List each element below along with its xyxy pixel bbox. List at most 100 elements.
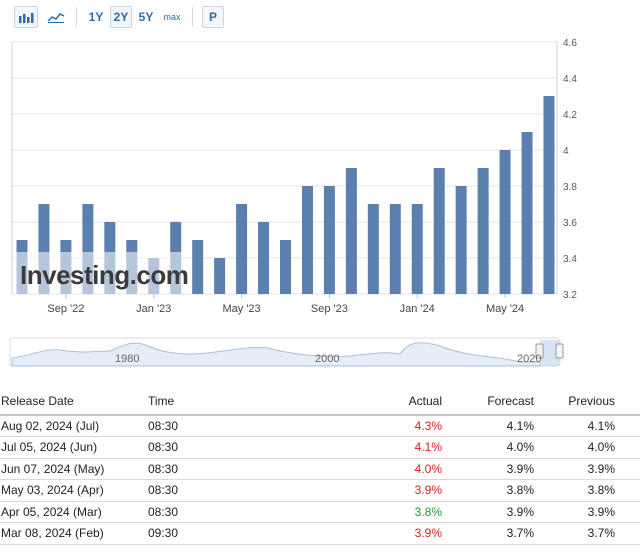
- table-row: Mar 08, 2024 (Feb) 09:30 3.9% 3.7% 3.7%: [0, 522, 640, 545]
- previous-cell: 4.1%: [534, 415, 640, 437]
- previous-cell: 4.0%: [534, 436, 640, 459]
- release-date-cell: May 03, 2024 (Apr): [0, 479, 148, 502]
- release-date-cell: Apr 05, 2024 (Mar): [0, 501, 148, 523]
- toolbar-divider: [192, 7, 193, 27]
- y-tick-label: 3.8: [563, 182, 577, 193]
- bar-chart-icon: [19, 13, 34, 23]
- bar[interactable]: [477, 168, 489, 294]
- bar[interactable]: [433, 168, 445, 294]
- forecast-cell: 4.0%: [442, 436, 534, 459]
- previous-cell: 3.7%: [534, 522, 640, 545]
- y-tick-label: 3.4: [563, 254, 577, 265]
- range-max-button[interactable]: max: [163, 12, 181, 22]
- navigator-label-2000: 2000: [315, 353, 339, 365]
- header-time[interactable]: Time: [148, 388, 258, 416]
- watermark-text: Investing.com: [20, 260, 188, 290]
- bar[interactable]: [455, 186, 467, 294]
- forecast-cell: 3.8%: [442, 479, 534, 502]
- table-row: Jun 07, 2024 (May) 08:30 4.0% 3.9% 3.9%: [0, 458, 640, 480]
- y-tick-label: 3.2: [563, 290, 577, 301]
- bar[interactable]: [192, 240, 204, 294]
- bar-chart: Investing.com 3.2 3.4 3.6 3.8 4 4.2 4.4 4.6 Sep…: [0, 34, 640, 334]
- bar[interactable]: [521, 132, 533, 294]
- release-date-cell: Jul 05, 2024 (Jun): [0, 436, 148, 459]
- bar[interactable]: [280, 240, 291, 294]
- x-tick-label: Jan '24: [400, 303, 435, 315]
- navigator-series: [11, 342, 541, 367]
- time-cell: 08:30: [148, 479, 258, 502]
- chart-svg: Investing.com 3.2 3.4 3.6 3.8 4 4.2 4.4 4.6 Sep…: [11, 38, 577, 315]
- toolbar-divider: [76, 7, 77, 27]
- actual-cell: 3.8%: [258, 501, 442, 523]
- forecast-cell: 3.9%: [442, 501, 534, 523]
- line-chart-button[interactable]: [44, 6, 68, 28]
- previous-cell: 3.8%: [534, 479, 640, 502]
- navigator-label-1980: 1980: [115, 353, 139, 365]
- actual-cell: 4.0%: [258, 458, 442, 480]
- actual-cell: 4.3%: [258, 415, 442, 437]
- print-button[interactable]: P: [202, 6, 224, 28]
- header-release-date[interactable]: Release Date: [0, 388, 148, 416]
- actual-cell: 3.9%: [258, 479, 442, 502]
- x-tick-label: Sep '22: [47, 303, 84, 315]
- y-tick-label: 4.6: [563, 38, 577, 49]
- navigator-right-handle[interactable]: [555, 343, 564, 359]
- navigator-left-handle[interactable]: [535, 343, 544, 359]
- navigator-svg: 1980 2000 2020: [9, 337, 564, 367]
- actual-cell: 4.1%: [258, 436, 442, 459]
- time-navigator[interactable]: 1980 2000 2020: [0, 336, 640, 372]
- x-axis: Sep '22 Jan '23 May '23 Sep '23 Jan '24 May '…: [47, 294, 524, 315]
- range-1y-button[interactable]: 1Y: [88, 10, 104, 24]
- line-chart-icon: [47, 13, 65, 23]
- navigator-selection[interactable]: [540, 340, 560, 366]
- bar-chart-button[interactable]: [14, 6, 38, 28]
- time-cell: 09:30: [148, 522, 258, 545]
- y-axis: 3.2 3.4 3.6 3.8 4 4.2 4.4 4.6: [563, 38, 577, 301]
- table-row: Apr 05, 2024 (Mar) 08:30 3.8% 3.9% 3.9%: [0, 501, 640, 523]
- y-tick-label: 3.6: [563, 218, 577, 229]
- time-cell: 08:30: [148, 458, 258, 480]
- watermark-logo: Investing.com: [14, 252, 189, 294]
- forecast-cell: 4.1%: [442, 415, 534, 437]
- y-tick-label: 4.2: [563, 110, 577, 121]
- y-tick-label: 4.4: [563, 74, 577, 85]
- bar[interactable]: [301, 186, 313, 294]
- bar[interactable]: [214, 258, 226, 294]
- bar[interactable]: [543, 96, 555, 294]
- table-row: Aug 02, 2024 (Jul) 08:30 4.3% 4.1% 4.1%: [0, 415, 640, 437]
- bar[interactable]: [236, 204, 248, 294]
- navigator-label-2020: 2020: [517, 353, 541, 365]
- actual-cell: 3.9%: [258, 522, 442, 545]
- table-row: May 03, 2024 (Apr) 08:30 3.9% 3.8% 3.8%: [0, 479, 640, 502]
- header-previous[interactable]: Previous: [534, 388, 640, 416]
- bar[interactable]: [411, 204, 423, 294]
- header-forecast[interactable]: Forecast: [442, 388, 534, 416]
- table-header-row: Release Date Time Actual Forecast Previo…: [0, 388, 640, 416]
- release-date-cell: Jun 07, 2024 (May): [0, 458, 148, 480]
- bar[interactable]: [499, 150, 511, 294]
- release-table: Release Date Time Actual Forecast Previo…: [0, 388, 640, 545]
- previous-cell: 3.9%: [534, 458, 640, 480]
- range-5y-button[interactable]: 5Y: [138, 10, 154, 24]
- range-2y-button[interactable]: 2Y: [110, 6, 132, 28]
- bar[interactable]: [389, 204, 401, 294]
- x-tick-label: Jan '23: [136, 303, 171, 315]
- time-cell: 08:30: [148, 501, 258, 523]
- chart-toolbar: 1Y 2Y 5Y max P: [0, 0, 640, 34]
- forecast-cell: 3.9%: [442, 458, 534, 480]
- time-cell: 08:30: [148, 436, 258, 459]
- release-date-cell: Mar 08, 2024 (Feb): [0, 522, 148, 545]
- bar[interactable]: [345, 168, 357, 294]
- header-actual[interactable]: Actual: [258, 388, 442, 416]
- x-tick-label: May '23: [222, 303, 260, 315]
- x-tick-label: Sep '23: [311, 303, 348, 315]
- previous-cell: 3.9%: [534, 501, 640, 523]
- bar[interactable]: [323, 186, 335, 294]
- bar[interactable]: [82, 204, 94, 294]
- bar[interactable]: [258, 222, 270, 294]
- bar[interactable]: [38, 204, 50, 294]
- table-row: Jul 05, 2024 (Jun) 08:30 4.1% 4.0% 4.0%: [0, 436, 640, 459]
- bar[interactable]: [367, 204, 379, 294]
- release-date-cell: Aug 02, 2024 (Jul): [0, 415, 148, 437]
- y-tick-label: 4: [563, 146, 569, 157]
